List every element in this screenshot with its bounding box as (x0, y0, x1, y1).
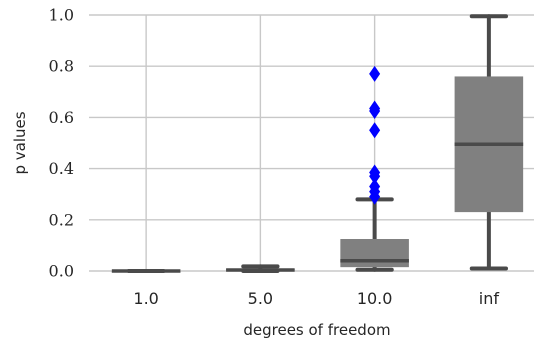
y-tick-label: 1.0 (49, 6, 74, 25)
x-tick-label: 5.0 (248, 289, 273, 308)
y-tick-label: 0.2 (49, 210, 74, 229)
outlier-point (369, 122, 381, 139)
outlier-point (369, 178, 381, 195)
outlier-point (369, 100, 381, 117)
x-tick-label: 10.0 (357, 289, 393, 308)
x-tick-label: 1.0 (133, 289, 158, 308)
y-tick-label: 0.4 (49, 159, 74, 178)
y-tick-label: 0.8 (49, 57, 74, 76)
box-1.0 (111, 269, 181, 273)
y-tick-label: 0.0 (49, 262, 74, 281)
box-5.0 (226, 264, 295, 273)
x-tick-label: inf (479, 289, 500, 308)
outlier-point (369, 164, 381, 181)
box-body (340, 239, 409, 268)
y-tick-labels: 0.0 0.2 0.4 0.6 0.8 1.0 (49, 6, 74, 281)
box-series (111, 14, 524, 273)
box-10.0 (340, 65, 409, 272)
outlier-point (369, 65, 381, 82)
box-inf (454, 14, 524, 271)
y-axis-label: p values (11, 111, 29, 174)
x-axis-label: degrees of freedom (243, 321, 390, 339)
y-tick-label: 0.6 (49, 108, 74, 127)
x-tick-labels: 1.0 5.0 10.0 inf (133, 289, 499, 308)
